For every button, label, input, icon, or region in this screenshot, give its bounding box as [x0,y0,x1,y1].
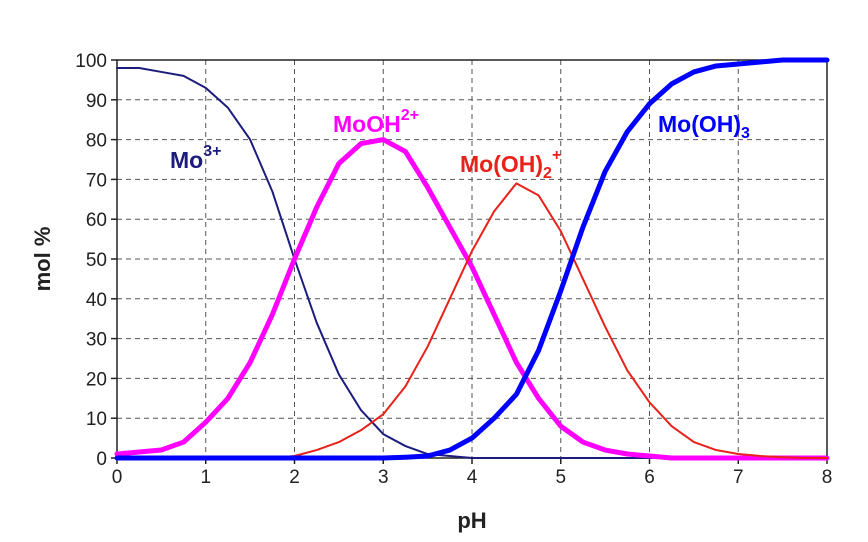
y-tick-label: 10 [86,409,107,430]
y-tick-label: 0 [96,449,107,470]
y-tick-label: 60 [86,210,107,231]
y-tick-label: 90 [86,91,107,112]
x-tick-label: 5 [555,467,566,488]
y-tick-label: 80 [86,131,107,152]
x-tick-label: 0 [112,467,123,488]
x-tick-label: 3 [378,467,389,488]
x-tick-label: 2 [289,467,300,488]
x-axis-title: pH [457,508,486,533]
x-tick-label: 6 [644,467,655,488]
series-label: MoOH2+ [333,107,419,137]
y-tick-label: 20 [86,369,107,390]
series-label-sub: 3 [741,125,750,142]
x-tick-label: 7 [733,467,744,488]
x-tick-label: 8 [822,467,833,488]
series-label: Mo(OH)2+ [460,147,561,182]
series-line [114,137,830,461]
series-label-sup: 2+ [401,107,419,124]
series-label-text: Mo(OH) [658,111,741,137]
y-tick-label: 70 [86,170,107,191]
series-label-text: MoOH [333,111,401,137]
series-line [114,57,830,461]
y-axis-title: mol % [30,227,55,292]
x-tick-label: 4 [467,467,478,488]
series-label-sup: 3+ [203,143,221,160]
series-label-sub: 2 [543,165,552,182]
series-label-sup: + [552,147,561,164]
y-tick-label: 40 [86,290,107,311]
series-label: Mo(OH)3 [658,111,750,142]
x-tick-label: 1 [200,467,211,488]
y-tick-label: 100 [75,51,107,72]
y-tick-label: 50 [86,250,107,271]
series-label-text: Mo(OH) [460,151,543,177]
y-tick-label: 30 [86,330,107,351]
series-label-text: Mo [170,147,203,173]
series-label: Mo3+ [170,143,221,173]
